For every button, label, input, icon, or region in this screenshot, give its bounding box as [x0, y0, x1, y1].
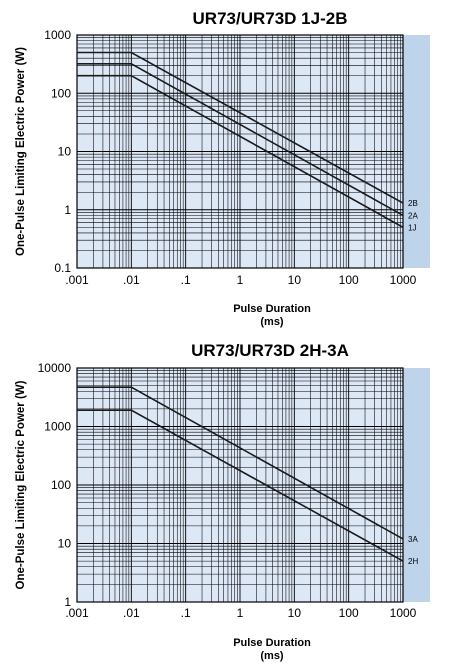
y-tick-label: 1: [64, 203, 71, 217]
y-tick-label: 1000: [44, 420, 71, 434]
x-tick-label: .1: [181, 273, 191, 287]
series-line-3a: [77, 386, 404, 540]
x-tick-label: 1000: [390, 606, 417, 620]
x-axis-label: Pulse Duration: [233, 303, 311, 315]
x-axis-unit: (ms): [260, 650, 284, 662]
series-label-3a: 3A: [408, 535, 418, 544]
y-tick-label: 10: [58, 537, 72, 551]
x-tick-label: .01: [123, 273, 140, 287]
horizontal-grid: [77, 370, 403, 603]
series-label-2h: 2H: [408, 557, 418, 566]
chart-1: 2B 2A 1J .001 .01 .1 1 10 100 1000 0.1 1 10 100 1000 UR…: [15, 9, 430, 328]
series-label-1j: 1J: [408, 223, 416, 232]
x-tick-label: .001: [65, 606, 89, 620]
shaded-region: [403, 368, 430, 602]
series-label-2b: 2B: [408, 199, 418, 208]
x-tick-label: 1: [237, 606, 244, 620]
x-tick-label: 10: [288, 273, 302, 287]
x-tick-label: .01: [123, 606, 140, 620]
x-axis-label: Pulse Duration: [233, 637, 311, 649]
shaded-region: [403, 35, 430, 268]
plot-frame: [76, 34, 404, 269]
series-line-2b: [77, 51, 404, 204]
plot-frame: [76, 367, 404, 603]
series-line-2h: [77, 409, 404, 562]
x-tick-label: .001: [65, 273, 89, 287]
x-tick-label: 100: [339, 606, 359, 620]
x-axis-unit: (ms): [260, 316, 284, 328]
y-tick-label: 10000: [38, 361, 72, 375]
y-tick-label: 10: [58, 145, 72, 159]
chart-title: UR73/UR73D 2H-3A: [191, 341, 349, 360]
x-tick-label: .1: [181, 606, 191, 620]
series-line-2a: [77, 62, 404, 217]
series-line-1j: [77, 74, 404, 228]
y-tick-label: 1000: [44, 28, 71, 42]
y-axis-label: One-Pulse Limiting Electric Power (W): [15, 380, 27, 589]
y-axis-label: One-Pulse Limiting Electric Power (W): [15, 47, 27, 256]
y-tick-label: 100: [51, 86, 71, 100]
x-tick-label: 10: [288, 606, 302, 620]
horizontal-grid: [77, 37, 403, 269]
x-tick-label: 1: [237, 273, 244, 287]
y-tick-label: 0.1: [54, 261, 71, 275]
chart-title: UR73/UR73D 1J-2B: [193, 9, 348, 28]
chart-2: 3A 2H .001 .01 .1 1 10 100 1000 1 10 100 1000 10000 UR…: [15, 341, 430, 662]
x-tick-label: 100: [339, 273, 359, 287]
y-tick-label: 100: [51, 478, 71, 492]
x-tick-label: 1000: [390, 273, 417, 287]
y-tick-label: 1: [64, 595, 71, 609]
series-label-2a: 2A: [408, 211, 418, 220]
